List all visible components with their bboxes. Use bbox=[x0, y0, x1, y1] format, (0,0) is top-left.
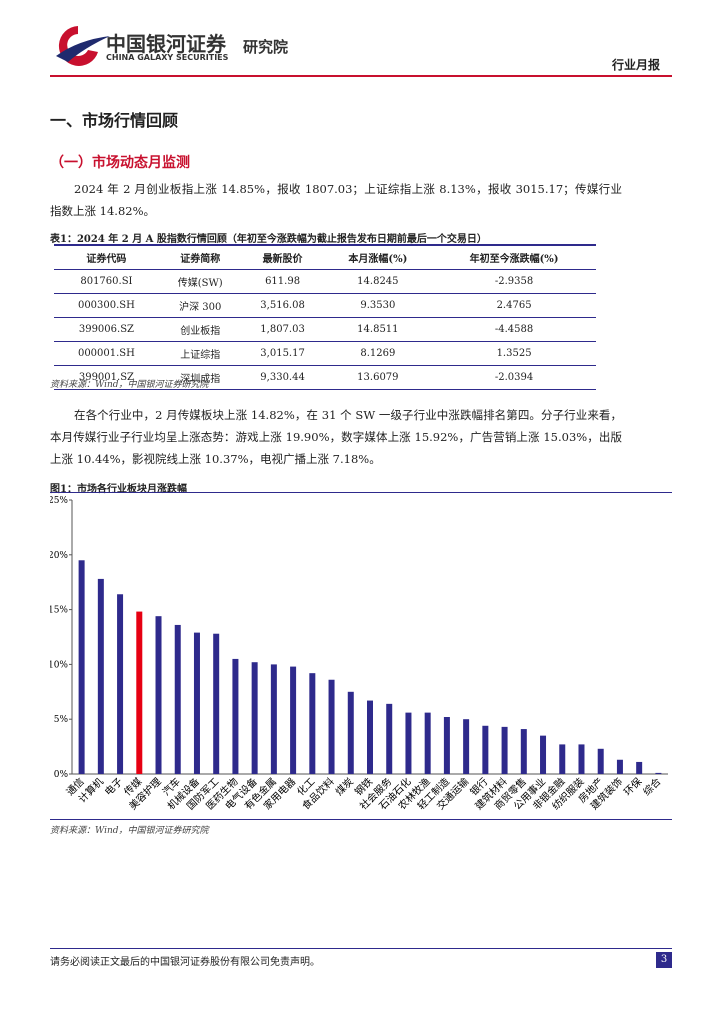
table-cell: 399001.SZ bbox=[54, 365, 159, 390]
table-cell: 1.3525 bbox=[432, 341, 596, 366]
table-header: 证券代码 bbox=[54, 244, 159, 270]
bar bbox=[540, 735, 547, 774]
table-row: 399006.SZ 创业板指 1,807.03 14.8511 -4.4588 bbox=[54, 317, 596, 342]
disclaimer: 请务必阅读正文最后的中国银河证券股份有限公司免责声明。 bbox=[50, 957, 320, 968]
table-cell: -2.0394 bbox=[432, 365, 596, 390]
bar bbox=[636, 761, 643, 774]
footer-line bbox=[50, 948, 672, 949]
table-cell: 上证综指 bbox=[158, 341, 242, 366]
bar bbox=[155, 616, 162, 774]
bar bbox=[328, 679, 335, 774]
table-cell: 000001.SH bbox=[54, 341, 159, 366]
x-tick-label: 综合 bbox=[640, 775, 663, 798]
y-tick-label: 10% bbox=[50, 660, 68, 670]
bar bbox=[443, 717, 450, 774]
bar bbox=[251, 662, 258, 774]
bar bbox=[193, 632, 200, 774]
table-cell: 3,516.08 bbox=[241, 293, 324, 318]
bar bbox=[520, 729, 527, 774]
table-source: 资料来源：Wind，中国银河证券研究院 bbox=[50, 380, 209, 390]
figure-line bbox=[50, 492, 672, 493]
bar bbox=[655, 772, 662, 774]
subsection-title: （一）市场动态月监测 bbox=[50, 155, 190, 171]
table-cell: 000300.SH bbox=[54, 293, 159, 318]
brand-en: CHINA GALAXY SECURITIES bbox=[106, 53, 229, 62]
bar bbox=[174, 624, 181, 774]
bar bbox=[270, 664, 277, 774]
table-header: 年初至今涨跌幅(%) bbox=[432, 244, 596, 270]
bar bbox=[482, 725, 489, 774]
table-cell: 14.8511 bbox=[323, 317, 433, 342]
institute: 研究院 bbox=[243, 38, 289, 56]
bar bbox=[117, 594, 124, 774]
table-cell: 3,015.17 bbox=[241, 341, 324, 366]
table-row: 801760.SI 传媒(SW) 611.98 14.8245 -2.9358 bbox=[54, 269, 596, 294]
table-caption: 表1：2024 年 2 月 A 股指数行情回顾（年初至今涨跌幅为截止报告发布日期… bbox=[50, 234, 487, 245]
bar bbox=[386, 703, 393, 774]
y-tick-label: 5% bbox=[54, 715, 69, 725]
y-tick-label: 0% bbox=[54, 770, 69, 780]
bar bbox=[136, 611, 143, 774]
table-header: 证券简称 bbox=[158, 244, 242, 270]
table-row: 000001.SH 上证综指 3,015.17 8.1269 1.3525 bbox=[54, 341, 596, 366]
bar bbox=[559, 744, 566, 774]
bar bbox=[597, 748, 604, 774]
bar bbox=[463, 719, 470, 774]
table-cell: 9.3530 bbox=[323, 293, 433, 318]
table-cell: 1,807.03 bbox=[241, 317, 324, 342]
chart: 0%5%10%15%20%25%通信计算机电子传媒美容护理汽车机械设备国防军工医… bbox=[50, 496, 668, 812]
report-type: 行业月报 bbox=[612, 58, 661, 72]
table-cell: 传媒(SW) bbox=[158, 269, 242, 294]
figure-caption: 图1：市场各行业板块月涨跌幅 bbox=[50, 484, 187, 495]
page-number: 3 bbox=[656, 952, 672, 968]
x-tick-label: 电子 bbox=[102, 775, 125, 798]
logo bbox=[56, 26, 110, 66]
table-cell: 8.1269 bbox=[323, 341, 433, 366]
section-title: 一、市场行情回顾 bbox=[50, 111, 179, 130]
table-cell: 399006.SZ bbox=[54, 317, 159, 342]
bar bbox=[501, 726, 508, 774]
x-tick-label: 环保 bbox=[621, 775, 644, 798]
table-cell: 2.4765 bbox=[432, 293, 596, 318]
table-cell: 创业板指 bbox=[158, 317, 242, 342]
header-line bbox=[50, 75, 672, 77]
table-cell: 沪深 300 bbox=[158, 293, 242, 318]
table-header-row: 证券代码 证券简称 最新股价 本月涨幅(%) 年初至今涨跌幅(%) bbox=[54, 244, 596, 270]
table-cell: 深圳成指 bbox=[158, 365, 242, 390]
x-tick-label: 煤炭 bbox=[333, 775, 356, 798]
paragraph: 2024 年 2 月创业板指上涨 14.85%，报收 1807.03；上证综指上… bbox=[50, 182, 622, 218]
table-cell: 13.6079 bbox=[323, 365, 433, 390]
y-tick-label: 20% bbox=[50, 551, 68, 561]
paragraph: 在各个行业中，2 月传媒板块上涨 14.82%，在 31 个 SW 一级子行业中… bbox=[50, 408, 622, 466]
table-header: 本月涨幅(%) bbox=[323, 244, 433, 270]
bar bbox=[367, 700, 373, 774]
table-header: 最新股价 bbox=[241, 244, 324, 270]
table-cell: 801760.SI bbox=[54, 269, 159, 294]
y-tick-label: 25% bbox=[50, 496, 68, 506]
table-cell: 611.98 bbox=[241, 269, 324, 294]
figure-source: 资料来源：Wind，中国银河证券研究院 bbox=[50, 826, 209, 836]
bar bbox=[213, 633, 220, 774]
table-cell: -4.4588 bbox=[432, 317, 596, 342]
bar bbox=[290, 666, 297, 774]
bar bbox=[424, 712, 431, 774]
bar bbox=[232, 658, 239, 774]
table: 证券代码 证券简称 最新股价 本月涨幅(%) 年初至今涨跌幅(%) 801760.SI 传媒… bbox=[54, 244, 596, 390]
bar bbox=[347, 691, 354, 774]
bar bbox=[97, 578, 104, 774]
table-cell: 14.8245 bbox=[323, 269, 433, 294]
bar bbox=[309, 673, 316, 774]
bar bbox=[78, 560, 85, 774]
bar bbox=[405, 712, 412, 774]
table-cell: 9,330.44 bbox=[241, 365, 324, 390]
figure-line bbox=[50, 819, 672, 820]
y-tick-label: 15% bbox=[50, 606, 68, 616]
bar bbox=[616, 759, 623, 774]
bar bbox=[578, 744, 585, 774]
table-cell: -2.9358 bbox=[432, 269, 596, 294]
brand: 中国银河证券 bbox=[106, 32, 226, 56]
table-row: 000300.SH 沪深 300 3,516.08 9.3530 2.4765 bbox=[54, 293, 596, 318]
table-row: 399001.SZ 深圳成指 9,330.44 13.6079 -2.0394 bbox=[54, 365, 596, 390]
